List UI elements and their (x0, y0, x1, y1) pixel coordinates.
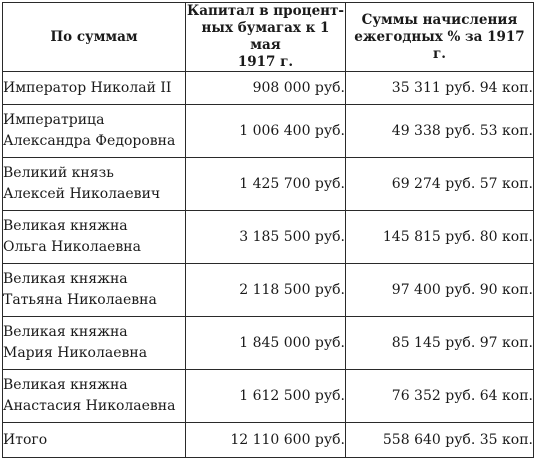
header-capital: Капитал в процент- ных бумагах к 1 мая 1… (185, 2, 346, 72)
row-name: Великая княжна Мария Николаевна (2, 316, 186, 370)
row-name: Великая княжна Анастасия Николаевна (2, 369, 186, 423)
table-row: Великая княжна Ольга Николаевна 3 185 50… (2, 210, 534, 264)
table-row: Императрица Александра Федоровна 1 006 4… (2, 104, 534, 158)
total-interest: 558 640 руб. 35 коп. (345, 422, 534, 458)
header-interest: Суммы начисления ежегодных % за 1917 г. (345, 2, 534, 72)
total-label: Итого (2, 422, 186, 458)
table-row: Великая княжна Татьяна Николаевна 2 118 … (2, 263, 534, 317)
header-row: По суммам Капитал в процент- ных бумагах… (2, 2, 534, 72)
table-row: Великая княжна Мария Николаевна 1 845 00… (2, 316, 534, 370)
table-row: Император Николай II 908 000 руб. 35 311… (2, 71, 534, 105)
row-capital: 3 185 500 руб. (185, 210, 346, 264)
row-capital: 1 425 700 руб. (185, 157, 346, 211)
row-name: Великая княжна Ольга Николаевна (2, 210, 186, 264)
total-row: Итого 12 110 600 руб. 558 640 руб. 35 ко… (2, 422, 534, 458)
row-interest: 35 311 руб. 94 коп. (345, 71, 534, 105)
row-interest: 69 274 руб. 57 коп. (345, 157, 534, 211)
row-interest: 49 338 руб. 53 коп. (345, 104, 534, 158)
header-by-sums: По суммам (2, 2, 186, 72)
row-interest: 76 352 руб. 64 коп. (345, 369, 534, 423)
row-capital: 1 006 400 руб. (185, 104, 346, 158)
row-name: Великий князь Алексей Николаевич (2, 157, 186, 211)
total-capital: 12 110 600 руб. (185, 422, 346, 458)
row-interest: 97 400 руб. 90 коп. (345, 263, 534, 317)
table-row: Великая княжна Анастасия Николаевна 1 61… (2, 369, 534, 423)
row-capital: 908 000 руб. (185, 71, 346, 105)
row-capital: 2 118 500 руб. (185, 263, 346, 317)
table-row: Великий князь Алексей Николаевич 1 425 7… (2, 157, 534, 211)
row-name: Великая княжна Татьяна Николаевна (2, 263, 186, 317)
row-capital: 1 845 000 руб. (185, 316, 346, 370)
row-capital: 1 612 500 руб. (185, 369, 346, 423)
row-interest: 145 815 руб. 80 коп. (345, 210, 534, 264)
row-interest: 85 145 руб. 97 коп. (345, 316, 534, 370)
row-name: Император Николай II (2, 71, 186, 105)
row-name: Императрица Александра Федоровна (2, 104, 186, 158)
